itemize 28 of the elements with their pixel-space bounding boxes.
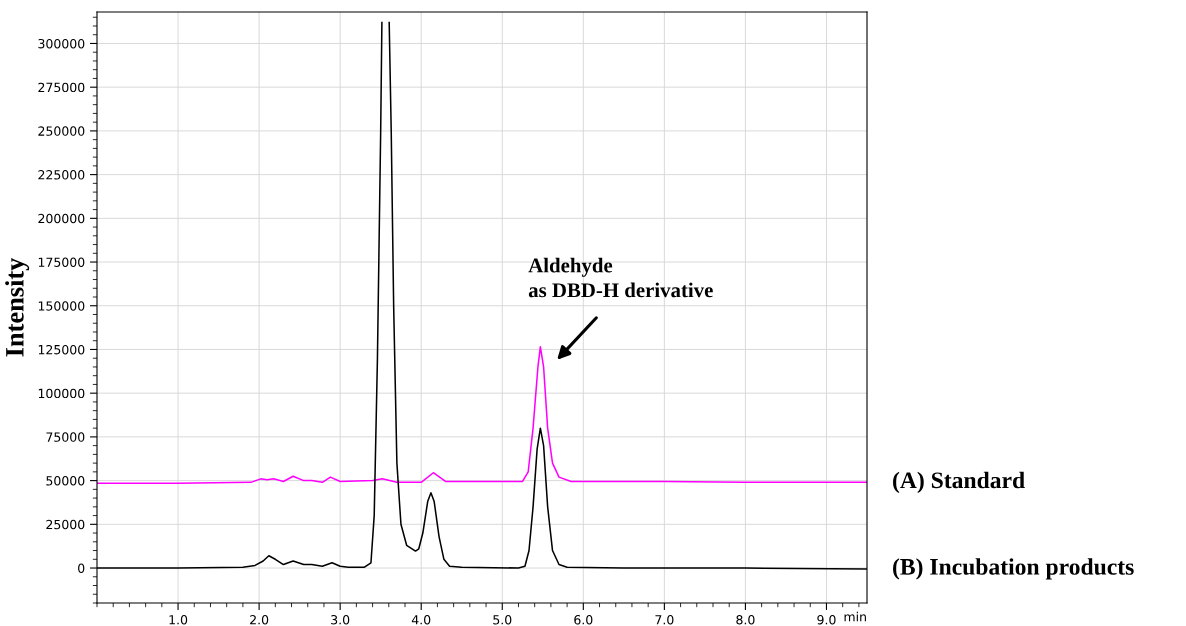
y-axis-title: Intensity — [5, 257, 30, 357]
y-tick-label: 25000 — [46, 519, 85, 530]
y-tick-label: 150000 — [38, 301, 85, 311]
y-tick-label: 100000 — [38, 388, 85, 399]
y-tick-label: 125000 — [38, 344, 85, 355]
x-tick-label: 4.0 — [411, 615, 431, 625]
y-tick-label: 225000 — [38, 170, 85, 180]
y-tick-label: 50000 — [46, 476, 85, 486]
x-tick-label: 6.0 — [574, 615, 593, 625]
x-tick-label: 8.0 — [736, 615, 755, 625]
x-axis-title: min — [844, 611, 866, 622]
x-tick-label: 1.0 — [169, 615, 188, 625]
line-series — [97, 346, 867, 484]
y-tick-label: 275000 — [38, 82, 85, 93]
y-tick-label: 200000 — [38, 213, 85, 224]
y-tick-label: 75000 — [46, 432, 85, 442]
y-tick-label: 250000 — [38, 126, 85, 136]
y-tick-label: 175000 — [38, 257, 85, 267]
y-tick-label: 300000 — [38, 38, 85, 49]
x-tick-label: 7.0 — [655, 615, 674, 625]
y-tick-label: 0 — [78, 563, 85, 573]
x-tick-label: 5.0 — [493, 615, 512, 625]
annotation: Aldehyde as DBD-H derivative — [528, 257, 713, 298]
x-tick-label: 2.0 — [250, 615, 269, 625]
series-label: (B) Incubation products — [893, 558, 1134, 580]
x-tick-label: 3.0 — [331, 615, 350, 625]
x-tick-label: 9.0 — [817, 615, 836, 625]
series-label: (A) Standard — [893, 471, 1025, 494]
